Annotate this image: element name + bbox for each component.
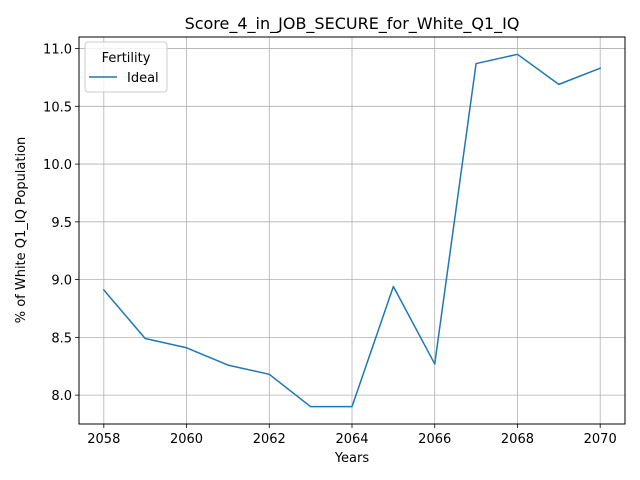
legend-title: Fertility <box>102 51 151 66</box>
x-tick-label: 2068 <box>501 432 534 447</box>
y-tick-label: 8.5 <box>51 331 72 346</box>
series-line-ideal <box>102 53 602 408</box>
y-axis-title: % of White Q1_IQ Population <box>14 137 29 324</box>
y-tick-label: 10.5 <box>43 100 72 115</box>
chart-title: Score_4_in_JOB_SECURE_for_White_Q1_IQ <box>185 14 520 34</box>
legend-label-ideal: Ideal <box>127 71 159 86</box>
x-axis: 2058 2060 2062 2064 2066 2068 2070 <box>87 424 617 447</box>
legend: Fertility Ideal <box>84 41 168 93</box>
y-tick-label: 9.5 <box>51 216 72 231</box>
series-layer <box>102 53 602 408</box>
y-tick-label: 11.0 <box>43 43 72 58</box>
y-tick-label: 10.0 <box>43 158 72 173</box>
x-tick-label: 2066 <box>418 432 451 447</box>
x-tick-label: 2058 <box>87 432 120 447</box>
x-tick-label: 2062 <box>253 432 286 447</box>
x-tick-label: 2060 <box>170 432 203 447</box>
grid-lines <box>79 37 625 424</box>
y-tick-label: 8.0 <box>51 389 72 404</box>
x-tick-label: 2064 <box>335 432 368 447</box>
x-tick-label: 2070 <box>584 432 617 447</box>
y-tick-label: 9.0 <box>51 274 72 289</box>
x-axis-title: Years <box>334 451 370 466</box>
y-axis: 8.0 8.5 9.0 9.5 10.0 10.5 11.0 <box>43 43 79 404</box>
legend-box <box>84 41 168 93</box>
